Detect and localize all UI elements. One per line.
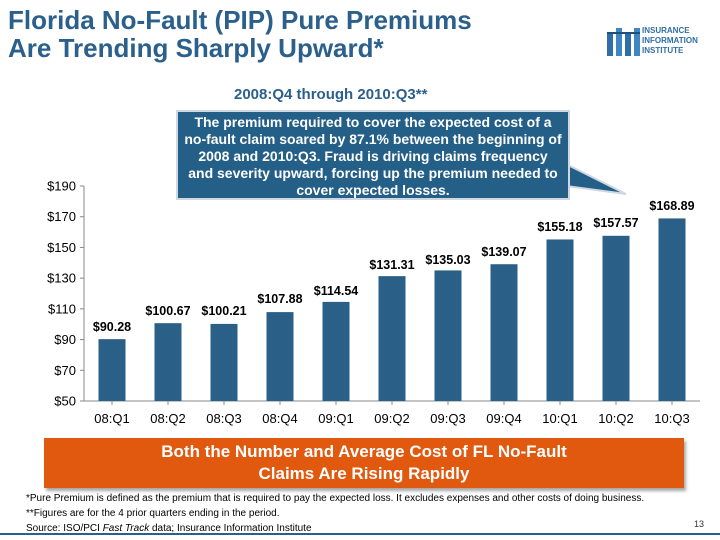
bar-value-label: $90.28 (93, 320, 131, 334)
x-tick-label: 08:Q1 (94, 411, 129, 426)
bar-08-q4 (266, 312, 294, 401)
bar-09-q3 (434, 270, 462, 401)
x-tick-label: 10:Q3 (654, 411, 689, 426)
x-tick-label: 08:Q3 (206, 411, 241, 426)
x-tick-label: 09:Q1 (318, 411, 353, 426)
bar-08-q1 (98, 339, 126, 401)
page-number: 13 (694, 519, 705, 529)
y-tick-label: $190 (47, 179, 76, 194)
x-tick-label: 09:Q4 (486, 411, 521, 426)
x-tick-label: 10:Q1 (542, 411, 577, 426)
y-tick-label: $50 (54, 394, 76, 409)
bar-value-label: $114.54 (314, 284, 359, 298)
conclusion-banner: Both the Number and Average Cost of FL N… (44, 438, 684, 488)
bar-value-label: $139.07 (481, 245, 526, 259)
x-tick-label: 09:Q2 (374, 411, 409, 426)
bar-value-label: $135.03 (425, 253, 470, 267)
bar-08-q2 (154, 323, 182, 401)
banner-line-2: Claims Are Rising Rapidly (258, 464, 470, 483)
callout-box: The premium required to cover the expect… (176, 110, 570, 200)
x-tick-label: 08:Q2 (150, 411, 185, 426)
bar-10-q3 (658, 218, 686, 401)
bar-09-q4 (490, 264, 518, 401)
logo-wordmark: INSURANCE INFORMATION INSTITUTE (642, 26, 698, 55)
footnote-pure-premium: *Pure Premium is defined as the premium … (26, 493, 645, 504)
iii-logo-icon (607, 28, 640, 56)
slide-title: Florida No-Fault (PIP) Pure Premiums Are… (8, 6, 588, 62)
insurance-information-institute-logo: INSURANCE INFORMATION INSTITUTE (607, 24, 717, 64)
bar-value-label: $155.18 (537, 220, 582, 234)
bar-10-q1 (546, 239, 574, 401)
y-tick-label: $170 (47, 209, 76, 224)
period-subtitle: 2008:Q4 through 2010:Q3** (234, 86, 428, 103)
y-tick-label: $90 (54, 332, 76, 347)
slide-title-line-2: Are Trending Sharply Upward* (8, 33, 384, 63)
x-tick-label: 10:Q2 (598, 411, 633, 426)
bar-value-label: $100.67 (145, 304, 190, 318)
x-tick-label: 09:Q3 (430, 411, 465, 426)
x-tick-label: 08:Q4 (262, 411, 297, 426)
footnotes: *Pure Premium is defined as the premium … (26, 491, 644, 536)
y-tick-label: $110 (48, 301, 76, 316)
bar-09-q2 (378, 276, 406, 401)
bar-10-q2 (602, 235, 630, 401)
bar-08-q3 (210, 323, 238, 401)
bottom-rule (0, 533, 720, 535)
pure-premium-bar-chart: $50 $70 $90 $110 $130 $150 $170 $190 $90.28 08:Q1… (47, 179, 700, 426)
bar-value-label: $100.21 (201, 304, 246, 318)
y-tick-label: $150 (47, 240, 76, 255)
y-tick-label: $70 (54, 363, 76, 378)
slide-title-line-1: Florida No-Fault (PIP) Pure Premiums (8, 5, 472, 35)
bar-value-label: $131.31 (369, 258, 414, 272)
bar-value-label: $168.89 (649, 199, 694, 213)
bar-value-label: $107.88 (257, 292, 302, 306)
callout-pointer (566, 162, 627, 195)
banner-line-1: Both the Number and Average Cost of FL N… (161, 442, 567, 461)
source-line: Source: ISO/PCI Fast Track data; Insuran… (26, 523, 312, 534)
footnote-period: **Figures are for the 4 prior quarters e… (26, 508, 280, 519)
bar-09-q1 (322, 301, 350, 401)
bar-value-label: $157.57 (593, 216, 638, 230)
y-tick-label: $130 (47, 271, 76, 286)
